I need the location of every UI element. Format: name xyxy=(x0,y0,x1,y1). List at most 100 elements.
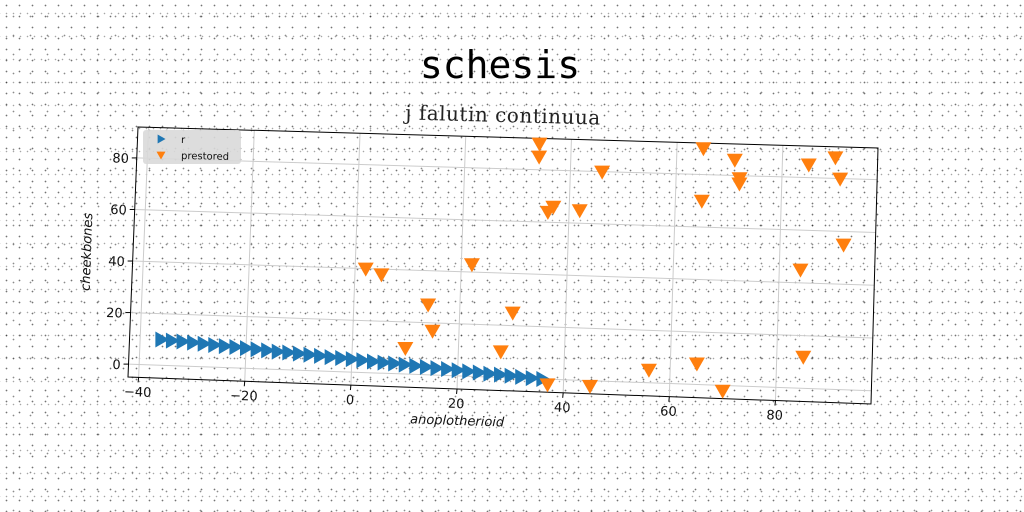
data-point-prestored xyxy=(581,379,598,394)
grid-line-x xyxy=(350,133,361,386)
data-point-prestored xyxy=(357,262,374,277)
data-point-r xyxy=(282,344,297,361)
data-point-r xyxy=(525,370,540,387)
data-point-r xyxy=(261,342,276,359)
data-point-r xyxy=(208,336,223,353)
x-tick-label: 20 xyxy=(448,397,465,413)
data-point-r xyxy=(504,367,519,384)
data-point-r xyxy=(324,349,339,366)
x-tick-mark xyxy=(137,377,140,383)
data-point-prestored xyxy=(726,153,743,168)
plot-area: −40 −20 0 20 40 60 80 0 20 40 60 80 anoplotherioid ch… xyxy=(79,126,879,431)
y-tick-label: 0 xyxy=(112,358,121,373)
data-point-r xyxy=(250,341,265,358)
data-point-prestored xyxy=(594,165,611,180)
x-axis-label: anoplotherioid xyxy=(410,412,505,430)
grid-line-x xyxy=(456,136,467,389)
legend-box xyxy=(143,130,241,164)
grid-line-y xyxy=(130,312,873,339)
data-point-prestored xyxy=(795,350,812,365)
x-tick-mark xyxy=(243,381,246,387)
x-tick-mark xyxy=(562,392,564,398)
x-tick-label: 0 xyxy=(346,393,355,408)
y-tick-label: 20 xyxy=(106,306,123,322)
data-point-prestored xyxy=(504,306,521,321)
data-point-r xyxy=(165,332,180,349)
data-point-prestored xyxy=(693,194,710,209)
data-point-prestored xyxy=(800,158,817,173)
x-tick-label: −40 xyxy=(124,385,152,401)
grid-line-y xyxy=(132,260,875,286)
data-point-prestored xyxy=(714,384,731,399)
x-tick-label: 40 xyxy=(554,401,571,417)
data-point-prestored xyxy=(492,345,509,360)
x-tick-mark xyxy=(774,400,776,406)
data-point-prestored xyxy=(731,177,748,192)
data-point-r xyxy=(515,368,530,385)
data-point-prestored xyxy=(373,268,390,283)
x-tick-mark xyxy=(668,396,670,402)
data-point-r xyxy=(409,357,424,374)
data-point-r xyxy=(356,352,371,369)
data-point-r xyxy=(271,343,286,360)
data-point-r xyxy=(176,333,191,350)
x-tick-label: 60 xyxy=(660,404,677,420)
data-point-r xyxy=(335,349,350,366)
y-axis-label: cheekbones xyxy=(79,212,97,291)
data-point-r xyxy=(314,347,329,364)
data-point-r xyxy=(218,338,233,355)
data-point-prestored xyxy=(688,357,705,372)
grid-line-x xyxy=(668,142,678,397)
data-point-prestored xyxy=(640,363,657,378)
x-tick-label: −20 xyxy=(230,389,258,405)
data-point-r xyxy=(292,345,307,362)
x-tick-mark xyxy=(349,385,352,391)
data-point-r xyxy=(494,366,509,383)
y-tick-label: 40 xyxy=(108,254,125,270)
data-point-prestored xyxy=(792,263,809,278)
legend-label-prestored: prestored xyxy=(181,151,229,163)
chart-subtitle: j falutin continuua xyxy=(403,100,601,129)
x-tick-mark xyxy=(456,388,458,395)
legend-label-r: r xyxy=(181,135,186,146)
chart-title: schesis xyxy=(420,43,580,87)
grid-line-y xyxy=(136,157,878,181)
data-point-r xyxy=(240,340,255,357)
data-point-r xyxy=(345,351,360,368)
data-point-r xyxy=(419,358,434,375)
legend-marker-prestored xyxy=(156,151,166,160)
grid-line-x xyxy=(774,145,784,401)
grid-line-x xyxy=(562,139,572,393)
data-point-prestored xyxy=(463,258,480,273)
data-point-prestored xyxy=(832,172,849,187)
legend-marker-r xyxy=(157,134,166,144)
data-point-r xyxy=(377,354,392,371)
grid-line-x xyxy=(138,127,150,378)
data-point-r xyxy=(303,346,318,363)
data-point-r xyxy=(430,360,445,377)
plot-frame xyxy=(127,126,879,405)
data-point-r xyxy=(197,335,212,352)
data-point-prestored xyxy=(531,137,548,152)
data-point-prestored xyxy=(539,378,556,393)
data-point-r xyxy=(229,338,244,355)
data-point-r xyxy=(441,361,456,378)
data-point-prestored xyxy=(695,142,712,157)
data-point-prestored xyxy=(531,150,548,165)
data-point-prestored xyxy=(424,324,441,339)
data-point-prestored xyxy=(835,238,852,253)
grid-line-x xyxy=(244,130,255,382)
data-point-prestored xyxy=(420,298,437,313)
data-point-r xyxy=(462,363,477,380)
data-point-prestored xyxy=(571,204,588,219)
data-point-r xyxy=(367,353,382,370)
data-point-r xyxy=(187,334,202,351)
data-point-r xyxy=(398,356,413,373)
y-tick-label: 60 xyxy=(110,203,127,219)
data-point-prestored xyxy=(545,200,562,215)
data-point-r xyxy=(451,362,466,379)
y-tick-label: 80 xyxy=(112,151,129,167)
grid-line-y xyxy=(134,208,876,233)
data-point-r xyxy=(472,364,487,381)
